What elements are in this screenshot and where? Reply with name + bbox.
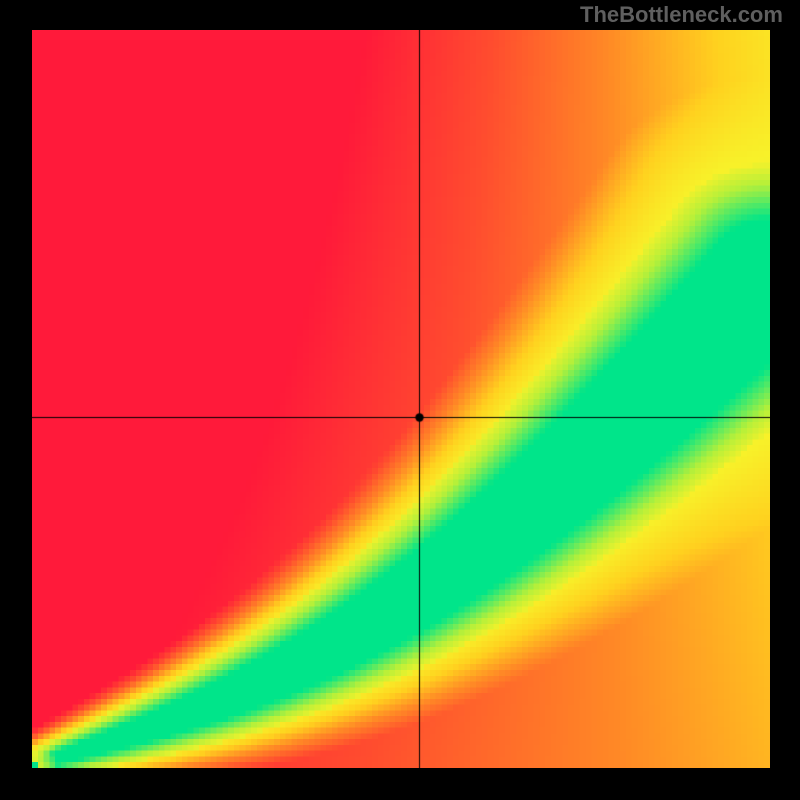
watermark-text: TheBottleneck.com <box>580 2 783 28</box>
bottleneck-heatmap <box>32 30 770 768</box>
chart-container: TheBottleneck.com <box>0 0 800 800</box>
